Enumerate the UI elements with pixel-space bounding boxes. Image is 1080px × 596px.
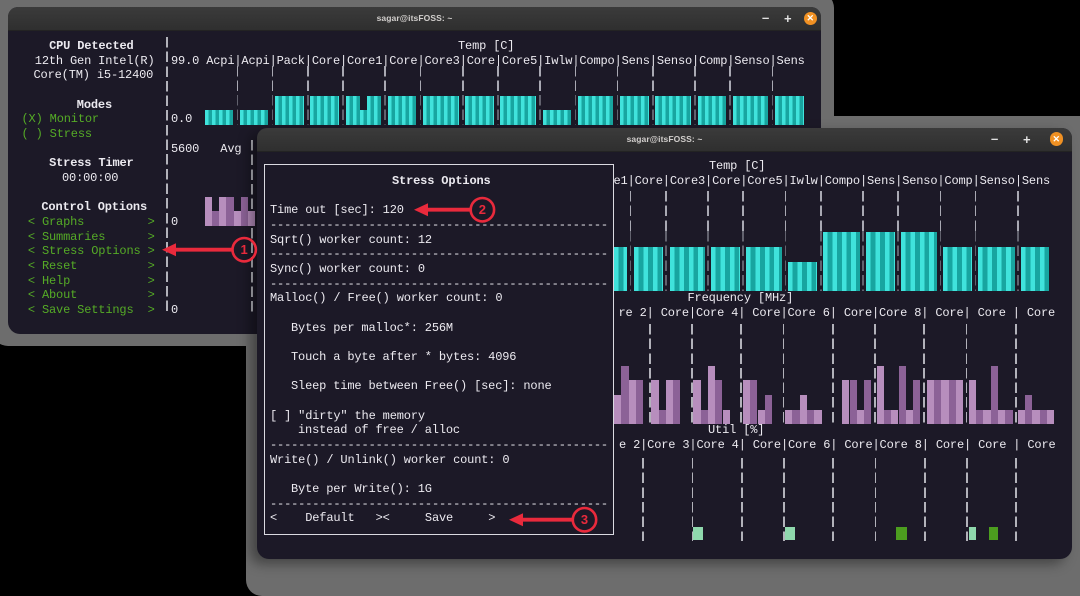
svg-text:2: 2 [478,202,485,217]
svg-text:3: 3 [581,512,588,527]
svg-text:1: 1 [240,242,247,257]
